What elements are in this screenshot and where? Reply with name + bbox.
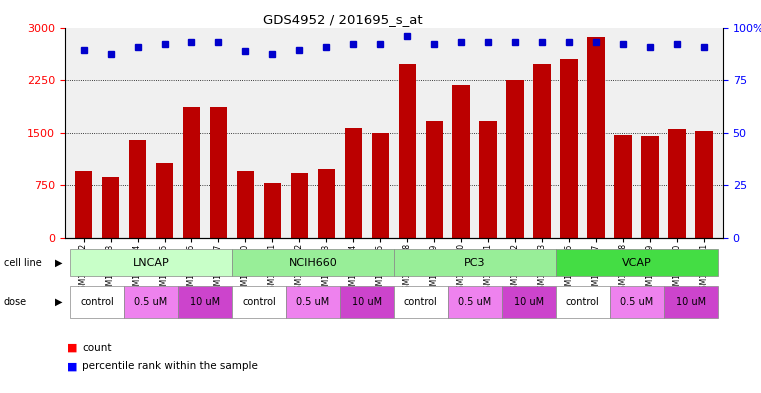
Bar	[232, 249, 394, 277]
Bar	[129, 140, 146, 238]
Bar	[291, 173, 308, 238]
Bar	[696, 130, 713, 238]
Text: cell line: cell line	[4, 258, 42, 268]
Bar	[560, 59, 578, 238]
Text: PC3: PC3	[464, 258, 486, 268]
Bar	[102, 177, 119, 238]
Bar	[70, 286, 124, 318]
Bar	[399, 64, 416, 238]
Bar	[453, 85, 470, 238]
Bar	[501, 286, 556, 318]
Bar	[556, 249, 718, 277]
Bar	[668, 129, 686, 238]
Bar	[664, 286, 718, 318]
Bar	[642, 136, 659, 238]
Text: 10 uM: 10 uM	[352, 297, 382, 307]
Bar	[75, 171, 92, 238]
Bar	[447, 286, 501, 318]
Bar	[178, 286, 232, 318]
Bar	[610, 286, 664, 318]
Bar	[156, 163, 174, 238]
Bar	[425, 121, 443, 238]
Bar	[533, 64, 551, 238]
Bar	[556, 286, 610, 318]
Text: control: control	[565, 297, 600, 307]
Text: 0.5 uM: 0.5 uM	[458, 297, 492, 307]
Bar	[587, 37, 605, 238]
Text: VCAP: VCAP	[622, 258, 651, 268]
Bar	[232, 286, 286, 318]
Bar	[507, 80, 524, 238]
Bar	[614, 135, 632, 238]
Text: ▶: ▶	[55, 297, 62, 307]
Text: 10 uM: 10 uM	[190, 297, 220, 307]
Text: ▶: ▶	[55, 258, 62, 268]
Text: ■: ■	[67, 343, 78, 353]
Text: 0.5 uM: 0.5 uM	[135, 297, 167, 307]
Bar	[263, 183, 281, 238]
Text: control: control	[242, 297, 275, 307]
Text: GDS4952 / 201695_s_at: GDS4952 / 201695_s_at	[263, 13, 422, 26]
Bar	[210, 107, 228, 238]
Bar	[237, 171, 254, 238]
Text: control: control	[80, 297, 114, 307]
Bar	[371, 133, 389, 238]
Text: count: count	[82, 343, 112, 353]
Text: dose: dose	[4, 297, 27, 307]
Text: 10 uM: 10 uM	[676, 297, 705, 307]
Text: ■: ■	[67, 361, 78, 371]
Text: LNCAP: LNCAP	[132, 258, 170, 268]
Bar	[124, 286, 178, 318]
Text: 10 uM: 10 uM	[514, 297, 544, 307]
Bar	[286, 286, 340, 318]
Text: 0.5 uM: 0.5 uM	[296, 297, 330, 307]
Text: 0.5 uM: 0.5 uM	[620, 297, 653, 307]
Text: percentile rank within the sample: percentile rank within the sample	[82, 361, 258, 371]
Bar	[394, 286, 447, 318]
Bar	[340, 286, 394, 318]
Text: control: control	[404, 297, 438, 307]
Bar	[394, 249, 556, 277]
Bar	[183, 107, 200, 238]
Bar	[317, 169, 335, 238]
Bar	[479, 121, 497, 238]
Text: NCIH660: NCIH660	[288, 258, 337, 268]
Bar	[70, 249, 232, 277]
Bar	[345, 129, 362, 238]
